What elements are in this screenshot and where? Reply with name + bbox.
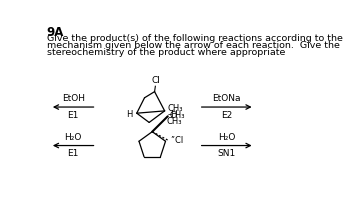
Text: CH₃: CH₃ <box>166 117 182 126</box>
Text: Give the product(s) of the following reactions according to the: Give the product(s) of the following rea… <box>47 34 343 43</box>
Text: –H: –H <box>168 110 179 119</box>
Text: Cl: Cl <box>152 76 161 85</box>
Text: H₂O: H₂O <box>218 133 235 142</box>
Text: mechanism given below the arrow of each reaction.  Give the: mechanism given below the arrow of each … <box>47 41 340 50</box>
Text: SN1: SN1 <box>218 149 236 158</box>
Text: stereochemistry of the product where appropriate: stereochemistry of the product where app… <box>47 48 285 57</box>
Text: 9A: 9A <box>47 26 64 39</box>
Text: E1: E1 <box>68 149 79 158</box>
Text: H: H <box>126 110 133 119</box>
Text: E2: E2 <box>221 111 232 120</box>
Text: CH₃: CH₃ <box>169 111 185 120</box>
Text: EtONa: EtONa <box>212 94 241 103</box>
Text: CH₃: CH₃ <box>168 104 183 113</box>
Text: EtOH: EtOH <box>62 94 85 103</box>
Text: H₂O: H₂O <box>64 133 82 142</box>
Text: E1: E1 <box>68 111 79 120</box>
Text: ’’Cl: ’’Cl <box>170 137 183 145</box>
